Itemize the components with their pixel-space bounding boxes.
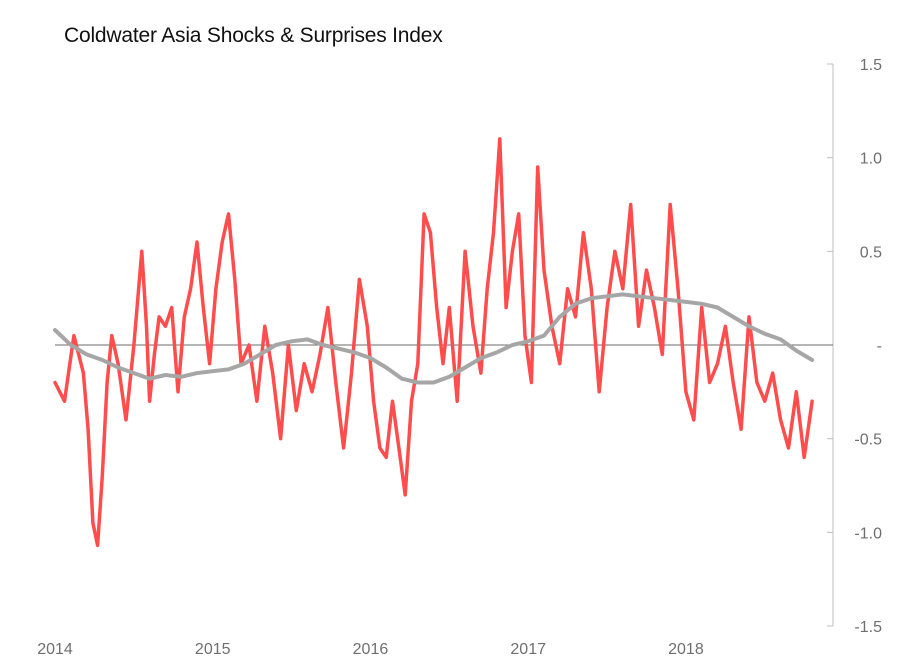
x-tick-label: 2015 [195,641,231,658]
y-tick-label: - [877,338,882,355]
y-tick-label: 0.5 [860,244,882,261]
x-tick-label: 2014 [37,641,73,658]
y-tick-label: -1.5 [854,619,882,636]
series-line-grey [53,292,815,385]
y-tick-label: -1.0 [854,525,882,542]
y-tick-label: -0.5 [854,432,882,449]
x-tick-label: 2017 [510,641,546,658]
x-tick-label: 2018 [668,641,704,658]
chart-title: Coldwater Asia Shocks & Surprises Index [64,24,443,47]
y-tick-label: 1.5 [860,57,882,74]
x-tick-label: 2016 [353,641,389,658]
y-tick-label: 1.0 [860,151,882,168]
series-line-red [53,137,814,548]
